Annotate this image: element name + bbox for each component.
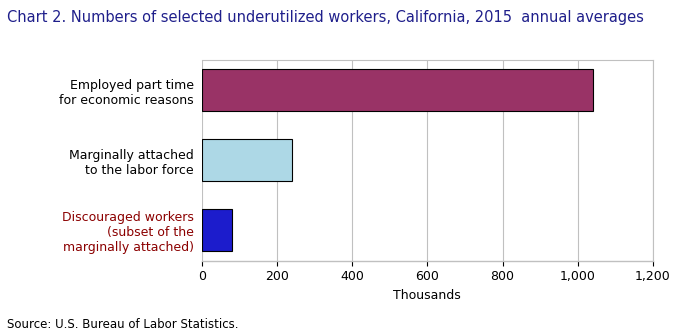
X-axis label: Thousands: Thousands [394,289,461,302]
Text: Source: U.S. Bureau of Labor Statistics.: Source: U.S. Bureau of Labor Statistics. [7,318,238,331]
Bar [202,209,232,252]
Bar [202,69,593,111]
Bar [202,139,292,181]
Text: Chart 2. Numbers of selected underutilized workers, California, 2015  annual ave: Chart 2. Numbers of selected underutiliz… [7,10,643,25]
